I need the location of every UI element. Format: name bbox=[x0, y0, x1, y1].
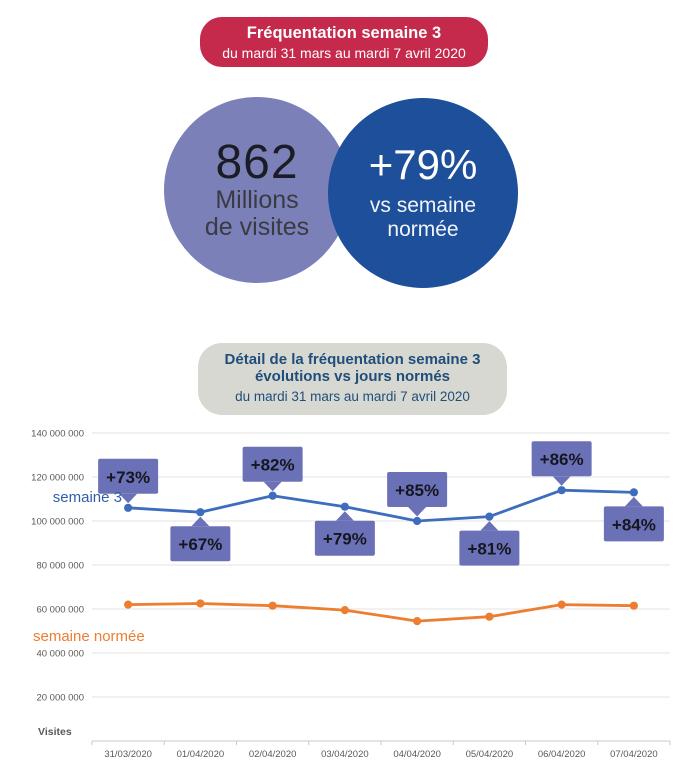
y-axis-tick-label: 140 000 000 bbox=[31, 429, 84, 440]
growth-label-line1: vs semaine bbox=[369, 193, 477, 217]
data-point-marker bbox=[557, 486, 566, 495]
detail-subtitle: du mardi 31 mars au mardi 7 avril 2020 bbox=[235, 389, 470, 404]
y-axis-tick-label: 100 000 000 bbox=[31, 517, 84, 528]
point-label-box bbox=[603, 506, 664, 542]
series-label-semaine-normee: semaine normée bbox=[33, 628, 145, 645]
detail-banner: Détail de la fréquentation semaine 3 évo… bbox=[198, 343, 507, 415]
x-axis-tick-label: 05/04/2020 bbox=[466, 749, 514, 760]
x-axis-tick-label: 31/03/2020 bbox=[104, 749, 152, 760]
chart-canvas: 140 000 000 120 000 000 100 000 000 80 000 … bbox=[31, 429, 671, 760]
detail-title-line2: évolutions vs jours normés bbox=[254, 368, 451, 385]
visits-unit-line2: de visites bbox=[204, 213, 310, 241]
x-axis-tick-label: 06/04/2020 bbox=[538, 749, 586, 760]
point-label-pointer bbox=[480, 521, 499, 531]
data-point-marker bbox=[413, 617, 422, 626]
data-point-marker bbox=[268, 491, 277, 500]
growth-value: +79% bbox=[368, 140, 478, 188]
growth-label: vs semaine normée bbox=[370, 194, 476, 242]
line-chart: 140 000 000 120 000 000 100 000 000 80 000 … bbox=[0, 420, 689, 775]
y-axis-tick-label: 120 000 000 bbox=[31, 473, 84, 484]
data-point-marker bbox=[485, 612, 494, 621]
y-axis-tick-label: 20 000 000 bbox=[36, 693, 84, 704]
visits-kpi-circle: 862 Millions de visites bbox=[164, 97, 350, 283]
point-label-pointer bbox=[624, 496, 643, 507]
header-title: Fréquentation semaine 3 bbox=[246, 24, 442, 42]
y-axis-tick-label: 60 000 000 bbox=[36, 605, 84, 616]
point-label-text: +85% bbox=[395, 481, 439, 500]
point-label-pointer bbox=[552, 476, 571, 486]
point-label-pointer bbox=[263, 481, 282, 492]
data-point-marker bbox=[196, 599, 205, 608]
data-point-marker bbox=[124, 503, 133, 512]
point-label-text: +84% bbox=[612, 515, 656, 534]
detail-title-line1: Détail de la fréquentation semaine 3 bbox=[224, 351, 481, 368]
point-label-pointer bbox=[335, 511, 354, 521]
data-point-marker bbox=[340, 502, 349, 511]
series-line bbox=[126, 488, 636, 523]
point-label-pointer bbox=[408, 507, 427, 517]
growth-kpi-circle: +79% vs semaine normée bbox=[328, 98, 518, 288]
point-label-box bbox=[242, 446, 303, 482]
data-point-marker bbox=[413, 516, 422, 526]
point-label-box bbox=[314, 520, 375, 556]
point-label-text: +81% bbox=[467, 540, 511, 559]
point-label-box bbox=[387, 472, 448, 507]
data-point-marker bbox=[557, 600, 566, 609]
point-label-box bbox=[170, 526, 231, 562]
header-banner: Fréquentation semaine 3 du mardi 31 mars… bbox=[200, 17, 488, 67]
point-label-text: +82% bbox=[251, 456, 295, 475]
x-axis-tick-label: 01/04/2020 bbox=[177, 749, 225, 760]
data-point-marker bbox=[124, 600, 133, 609]
data-point-marker bbox=[340, 606, 349, 615]
x-axis-tick-label: 07/04/2020 bbox=[610, 749, 658, 760]
point-label-box bbox=[531, 441, 592, 477]
point-label-box bbox=[98, 458, 159, 494]
series-label-semaine3: semaine 3 bbox=[52, 489, 122, 506]
data-point-marker bbox=[629, 488, 638, 497]
point-label-text: +73% bbox=[106, 468, 150, 487]
point-label-pointer bbox=[119, 493, 138, 504]
point-label-text: +86% bbox=[540, 450, 584, 469]
point-label-box bbox=[459, 530, 520, 566]
growth-label-line2: normée bbox=[387, 218, 459, 241]
y-axis-tick-label: 80 000 000 bbox=[36, 561, 84, 572]
series-line bbox=[126, 602, 636, 623]
x-axis-tick-label: 02/04/2020 bbox=[249, 749, 297, 760]
y-axis-title: Visites bbox=[38, 726, 72, 738]
visits-unit-line1: Millions bbox=[215, 186, 299, 214]
point-label-text: +79% bbox=[323, 530, 367, 549]
y-axis-tick-label: 40 000 000 bbox=[36, 649, 84, 660]
x-axis-tick-label: 03/04/2020 bbox=[321, 749, 369, 760]
header-subtitle: du mardi 31 mars au mardi 7 avril 2020 bbox=[222, 45, 466, 61]
x-axis-tick-label: 04/04/2020 bbox=[393, 749, 441, 760]
point-label-pointer bbox=[191, 516, 210, 527]
data-point-marker bbox=[196, 508, 205, 517]
data-point-marker bbox=[268, 601, 277, 610]
data-point-marker bbox=[485, 512, 494, 521]
visits-value: 862 bbox=[215, 136, 299, 189]
data-point-marker bbox=[629, 601, 638, 610]
point-label-text: +67% bbox=[178, 535, 222, 554]
